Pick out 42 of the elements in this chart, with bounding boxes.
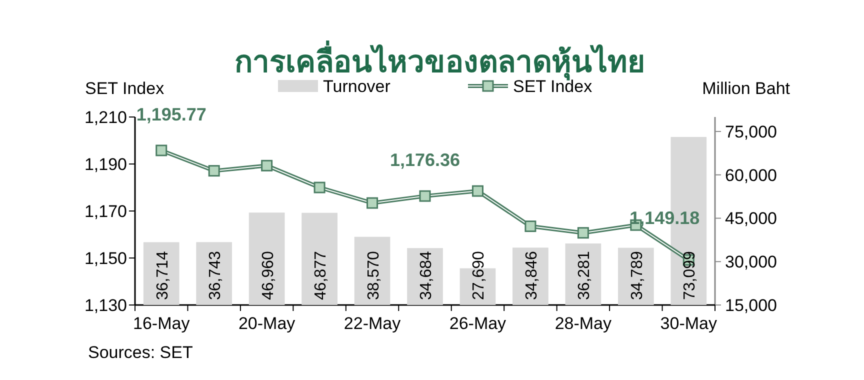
y2-tick-label: 15,000 <box>725 296 777 315</box>
y-tick-label: 1,210 <box>84 108 127 127</box>
y-tick-label: 1,150 <box>84 249 127 268</box>
data-label: 36,743 <box>207 250 224 300</box>
y-tick-label: 1,130 <box>84 296 127 315</box>
point <box>261 160 273 172</box>
data-label: 34,846 <box>523 250 540 300</box>
source-note: Sources: SET <box>88 343 193 362</box>
data-label: 1,176.36 <box>390 150 460 170</box>
x-tick-label: 26-May <box>449 314 507 333</box>
point <box>156 144 168 156</box>
point <box>524 220 536 232</box>
y2-tick-label: 60,000 <box>725 166 777 185</box>
x-tick-label: 30-May <box>660 314 718 333</box>
point <box>472 185 484 197</box>
data-label: 1,149.18 <box>630 208 700 228</box>
data-label: 34,684 <box>418 250 435 300</box>
data-label: 46,877 <box>312 250 330 300</box>
data-label: 73,099 <box>682 250 699 300</box>
point <box>577 227 589 239</box>
y-tick-label: 1,170 <box>84 202 127 221</box>
x-tick-label: 16-May <box>133 314 190 333</box>
point <box>208 165 220 177</box>
y-tick-label: 1,190 <box>84 155 127 174</box>
x-tick-label: 28-May <box>554 314 612 333</box>
point <box>314 182 326 194</box>
data-label: 36,714 <box>154 250 172 300</box>
data-label: 46,960 <box>260 250 277 300</box>
data-label: 1,195.77 <box>136 104 206 124</box>
y2-tick-label: 45,000 <box>725 209 777 228</box>
data-label: 27,690 <box>470 250 488 300</box>
x-tick-label: 20-May <box>238 314 296 333</box>
point <box>366 197 378 209</box>
x-tick-label: 22-May <box>344 314 402 333</box>
y2-tick-label: 75,000 <box>725 122 777 142</box>
y2-axis-title: Million Baht <box>702 79 790 98</box>
data-label: 38,570 <box>365 250 382 300</box>
point <box>419 190 431 202</box>
data-label: 34,789 <box>628 250 646 300</box>
y-axis-title: SET Index <box>85 79 165 98</box>
y2-tick-label: 30,000 <box>725 252 777 272</box>
data-label: 36,281 <box>576 250 594 300</box>
